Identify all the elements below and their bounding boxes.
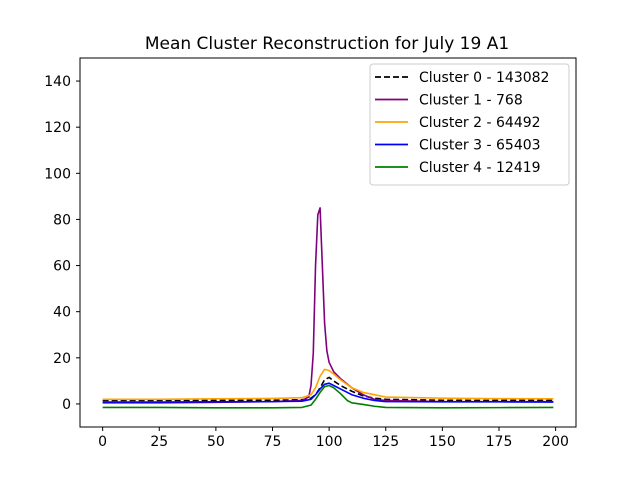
x-tick-label: 0 [98, 434, 107, 450]
y-tick-label: 60 [53, 259, 71, 275]
legend: Cluster 0 - 143082 Cluster 1 - 768 Cluster… [369, 63, 570, 186]
y-tick-label: 80 [53, 212, 71, 228]
x-tick-label: 25 [150, 434, 168, 450]
x-tick-label: 175 [486, 434, 513, 450]
chart-title: Mean Cluster Reconstruction for July 19 … [145, 34, 509, 54]
legend-label-cluster-0: Cluster 0 - 143082 [419, 70, 549, 86]
plot-lines [102, 207, 554, 409]
x-tick-label: 75 [264, 434, 282, 450]
series-line-cluster-1 [102, 207, 554, 404]
series-line-cluster-4 [102, 384, 554, 409]
legend-label-cluster-2: Cluster 2 - 64492 [419, 115, 541, 131]
legend-label-cluster-1: Cluster 1 - 768 [419, 93, 523, 109]
x-tick-label: 100 [316, 434, 343, 450]
y-tick-label: 20 [53, 351, 71, 367]
x-tick-label: 125 [372, 434, 399, 450]
y-tick-label: 0 [62, 397, 71, 413]
series-line-cluster-0 [102, 376, 554, 402]
legend-box [369, 63, 570, 186]
y-tick-label: 140 [44, 74, 71, 90]
y-tick-label: 100 [44, 166, 71, 182]
plot-frame [79, 57, 577, 428]
series-line-cluster-3 [102, 382, 554, 403]
x-tick-label: 50 [207, 434, 225, 450]
y-axis: 0 20 40 60 80 100 120 140 [44, 74, 80, 413]
x-tick-label: 150 [429, 434, 456, 450]
y-tick-label: 40 [53, 305, 71, 321]
series-line-cluster-2 [102, 368, 554, 401]
x-tick-label: 200 [542, 434, 569, 450]
y-tick-label: 120 [44, 120, 71, 136]
legend-label-cluster-3: Cluster 3 - 65403 [419, 138, 541, 154]
x-axis: 0 25 50 75 100 125 150 175 200 [98, 427, 569, 450]
legend-label-cluster-4: Cluster 4 - 12419 [419, 160, 541, 176]
